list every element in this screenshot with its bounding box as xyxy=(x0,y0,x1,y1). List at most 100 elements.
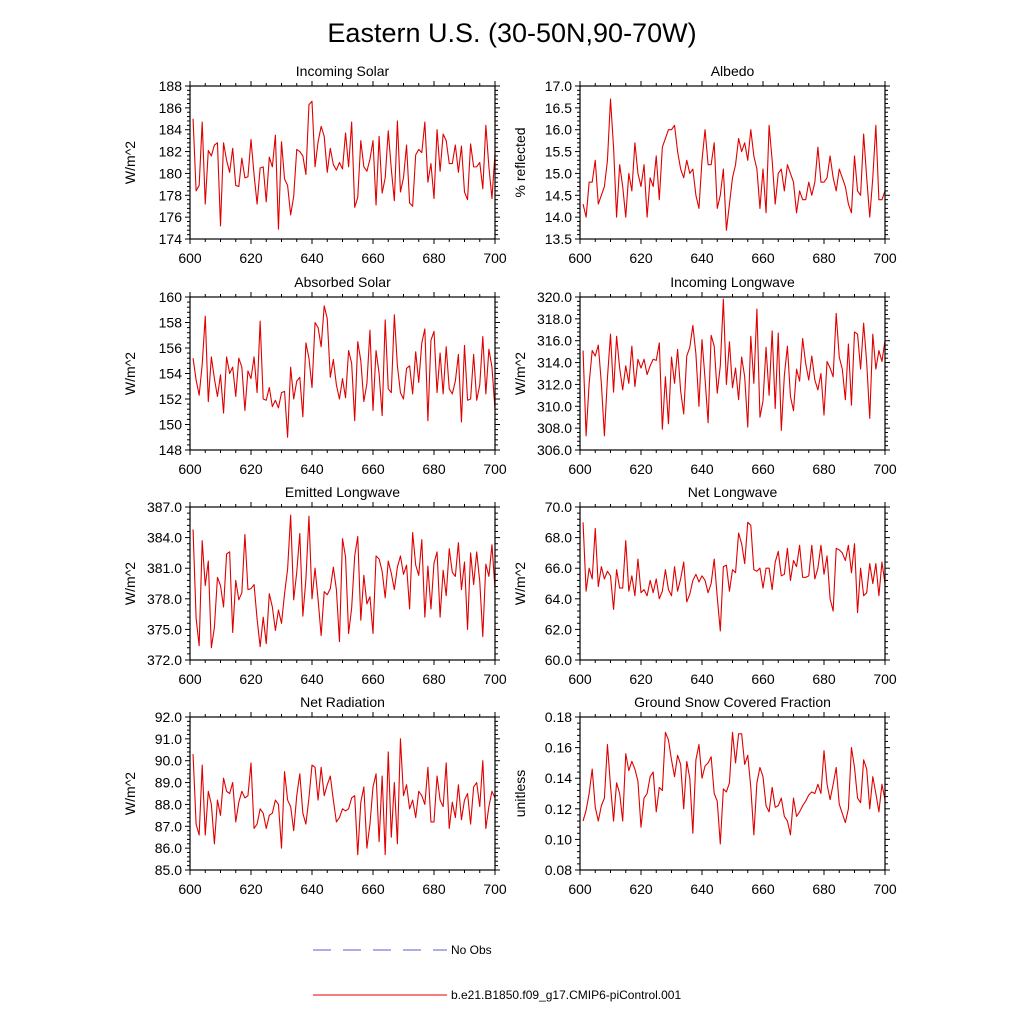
y-tick-label: 88.0 xyxy=(155,796,182,812)
x-tick-label: 680 xyxy=(812,250,836,266)
y-tick-label: 15.5 xyxy=(545,144,572,160)
x-tick-label: 600 xyxy=(568,461,592,477)
x-tick-label: 700 xyxy=(483,881,507,897)
panel-title: Net Radiation xyxy=(300,694,385,710)
y-tick-label: 0.18 xyxy=(545,709,572,725)
y-axis-label: W/m^2 xyxy=(122,352,138,395)
y-tick-label: 14.0 xyxy=(545,209,572,225)
x-tick-label: 700 xyxy=(483,461,507,477)
x-tick-label: 640 xyxy=(690,461,714,477)
y-tick-label: 64.0 xyxy=(545,591,572,607)
series-line xyxy=(192,514,496,649)
y-tick-label: 0.12 xyxy=(545,801,572,817)
y-axis-label: % reflected xyxy=(512,127,528,197)
y-axis-label: W/m^2 xyxy=(512,562,528,605)
x-tick-label: 700 xyxy=(873,250,897,266)
x-tick-label: 600 xyxy=(568,881,592,897)
y-tick-label: 182 xyxy=(159,144,183,160)
x-tick-label: 640 xyxy=(300,671,324,687)
x-tick-label: 620 xyxy=(239,881,263,897)
x-tick-label: 660 xyxy=(751,671,775,687)
panel-title: Albedo xyxy=(711,63,755,79)
y-tick-label: 316.0 xyxy=(537,333,572,349)
x-tick-label: 660 xyxy=(361,461,385,477)
x-tick-label: 680 xyxy=(812,461,836,477)
x-tick-label: 680 xyxy=(812,671,836,687)
panel-albedo: Albedo % reflected 13.5 14.0 14.5 15.0 15.5 16.… xyxy=(512,63,897,266)
x-tick-label: 660 xyxy=(361,881,385,897)
plot-frame xyxy=(189,85,496,240)
y-axis-label: W/m^2 xyxy=(122,772,138,815)
panel-title: Incoming Longwave xyxy=(670,274,795,290)
y-tick-label: 381.0 xyxy=(147,560,182,576)
x-tick-label: 620 xyxy=(239,671,263,687)
x-tick-label: 620 xyxy=(239,250,263,266)
y-tick-label: 148 xyxy=(159,442,183,458)
y-tick-label: 85.0 xyxy=(155,862,182,878)
y-tick-label: 60.0 xyxy=(545,652,572,668)
y-tick-label: 310.0 xyxy=(537,398,572,414)
x-tick-label: 620 xyxy=(629,250,653,266)
y-tick-label: 89.0 xyxy=(155,775,182,791)
y-tick-label: 158 xyxy=(159,315,183,331)
y-tick-label: 90.0 xyxy=(155,753,182,769)
x-tick-label: 600 xyxy=(568,250,592,266)
x-tick-label: 680 xyxy=(422,671,446,687)
y-tick-label: 92.0 xyxy=(155,709,182,725)
series-line xyxy=(582,731,886,845)
x-tick-label: 640 xyxy=(690,250,714,266)
y-tick-label: 66.0 xyxy=(545,560,572,576)
plot-frame xyxy=(579,506,886,661)
y-tick-label: 0.08 xyxy=(545,862,572,878)
y-tick-label: 0.14 xyxy=(545,770,572,786)
y-tick-label: 306.0 xyxy=(537,442,572,458)
y-tick-label: 15.0 xyxy=(545,165,572,181)
y-tick-label: 378.0 xyxy=(147,591,182,607)
y-tick-label: 372.0 xyxy=(147,652,182,668)
panel-net-longwave: Net Longwave W/m^2 60.0 62.0 64.0 66.0 68.0 70.… xyxy=(512,484,897,687)
y-tick-label: 314.0 xyxy=(537,355,572,371)
panel-absorbed-solar: Absorbed Solar W/m^2 148 150 152 154 156 158 160… xyxy=(122,274,507,477)
y-tick-label: 154 xyxy=(159,366,183,382)
x-tick-label: 600 xyxy=(568,671,592,687)
x-tick-label: 620 xyxy=(239,461,263,477)
y-tick-label: 86.0 xyxy=(155,840,182,856)
y-tick-label: 186 xyxy=(159,100,183,116)
y-tick-label: 160 xyxy=(159,289,183,305)
legend-model-label: b.e21.B1850.f09_g17.CMIP6-piControl.001 xyxy=(451,988,681,1002)
y-tick-label: 384.0 xyxy=(147,530,182,546)
y-axis-label: W/m^2 xyxy=(122,141,138,184)
panel-ground-snow-covered-fraction: Ground Snow Covered Fraction unitless 0.08… xyxy=(512,694,897,897)
panel-incoming-longwave: Incoming Longwave W/m^2 306.0 308.0 310.0 312… xyxy=(512,274,897,477)
x-tick-label: 620 xyxy=(629,671,653,687)
panel-title: Absorbed Solar xyxy=(294,274,391,290)
panel-title: Ground Snow Covered Fraction xyxy=(634,694,831,710)
y-tick-label: 320.0 xyxy=(537,289,572,305)
y-tick-label: 62.0 xyxy=(545,621,572,637)
y-tick-label: 0.10 xyxy=(545,831,572,847)
y-tick-label: 152 xyxy=(159,391,183,407)
page-title: Eastern U.S. (30-50N,90-70W) xyxy=(327,18,696,48)
legend: No Obs b.e21.B1850.f09_g17.CMIP6-piContr… xyxy=(313,943,681,1002)
x-tick-label: 700 xyxy=(873,671,897,687)
y-tick-label: 150 xyxy=(159,417,183,433)
y-tick-label: 174 xyxy=(159,231,183,247)
x-tick-label: 600 xyxy=(178,461,202,477)
y-tick-label: 16.0 xyxy=(545,122,572,138)
y-tick-label: 87.0 xyxy=(155,818,182,834)
y-tick-label: 16.5 xyxy=(545,100,572,116)
panel-incoming-solar: Incoming Solar W/m^2 174 176 178 180 182 184 186… xyxy=(122,63,507,266)
y-axis-label: unitless xyxy=(512,770,528,817)
x-tick-label: 640 xyxy=(300,881,324,897)
panel-title: Emitted Longwave xyxy=(285,484,400,500)
x-tick-label: 600 xyxy=(178,250,202,266)
y-tick-label: 0.16 xyxy=(545,740,572,756)
y-axis-label: W/m^2 xyxy=(512,352,528,395)
series-line xyxy=(582,98,886,231)
series-line xyxy=(582,298,886,437)
y-tick-label: 17.0 xyxy=(545,78,572,94)
plot-frame xyxy=(189,716,496,871)
x-tick-label: 640 xyxy=(690,671,714,687)
series-line xyxy=(192,738,496,856)
